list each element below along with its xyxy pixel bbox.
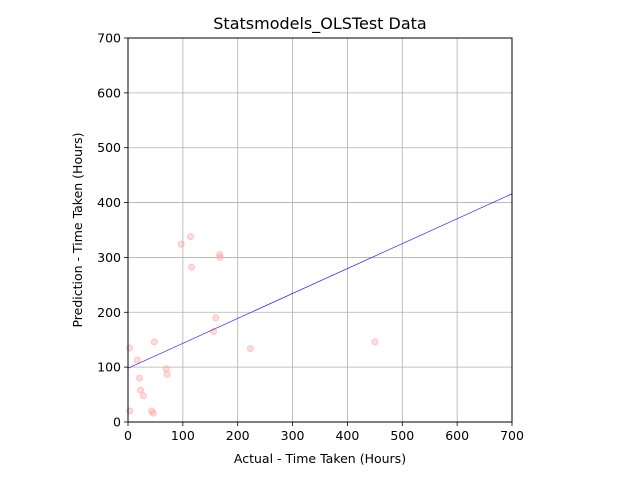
x-tick-label: 0 [124,428,132,443]
x-tick-label: 600 [445,428,469,443]
x-tick-label: 500 [390,428,414,443]
regression-line [127,193,513,369]
data-point [163,370,171,378]
y-tick-label: 700 [97,31,121,46]
y-tick-label: 200 [97,305,121,320]
data-point [216,253,224,261]
x-tick-label: 300 [281,428,305,443]
data-point [149,409,157,417]
chart-title: Statsmodels_OLSTest Data [213,14,426,34]
y-tick-label: 400 [97,195,121,210]
y-tick-label: 100 [97,360,121,375]
data-point [177,240,185,248]
x-axis-label: Actual - Time Taken (Hours) [234,451,406,466]
data-point [187,233,195,241]
y-tick-label: 300 [97,250,121,265]
axis-ticks: 0 100 200 300 400 500 600 700 0 100 200 300 400 500 60… [97,31,524,444]
y-axis-label: Prediction - Time Taken (Hours) [70,132,85,327]
data-point [371,338,379,346]
x-tick-label: 700 [500,428,524,443]
data-point [136,374,144,382]
plot-frame [127,37,513,423]
regression-line-group [127,193,513,369]
grid-lines [127,37,513,423]
data-point [212,314,220,322]
x-tick-label: 100 [171,428,195,443]
data-point [246,344,254,352]
data-point [150,338,158,346]
x-tick-label: 200 [226,428,250,443]
data-point [139,392,147,400]
data-points [126,233,379,417]
y-tick-label: 600 [97,85,121,100]
data-point [133,356,141,364]
data-point [188,263,196,271]
y-tick-label: 500 [97,140,121,155]
y-tick-label: 0 [113,415,121,430]
data-point [137,386,145,394]
x-tick-label: 400 [335,428,359,443]
